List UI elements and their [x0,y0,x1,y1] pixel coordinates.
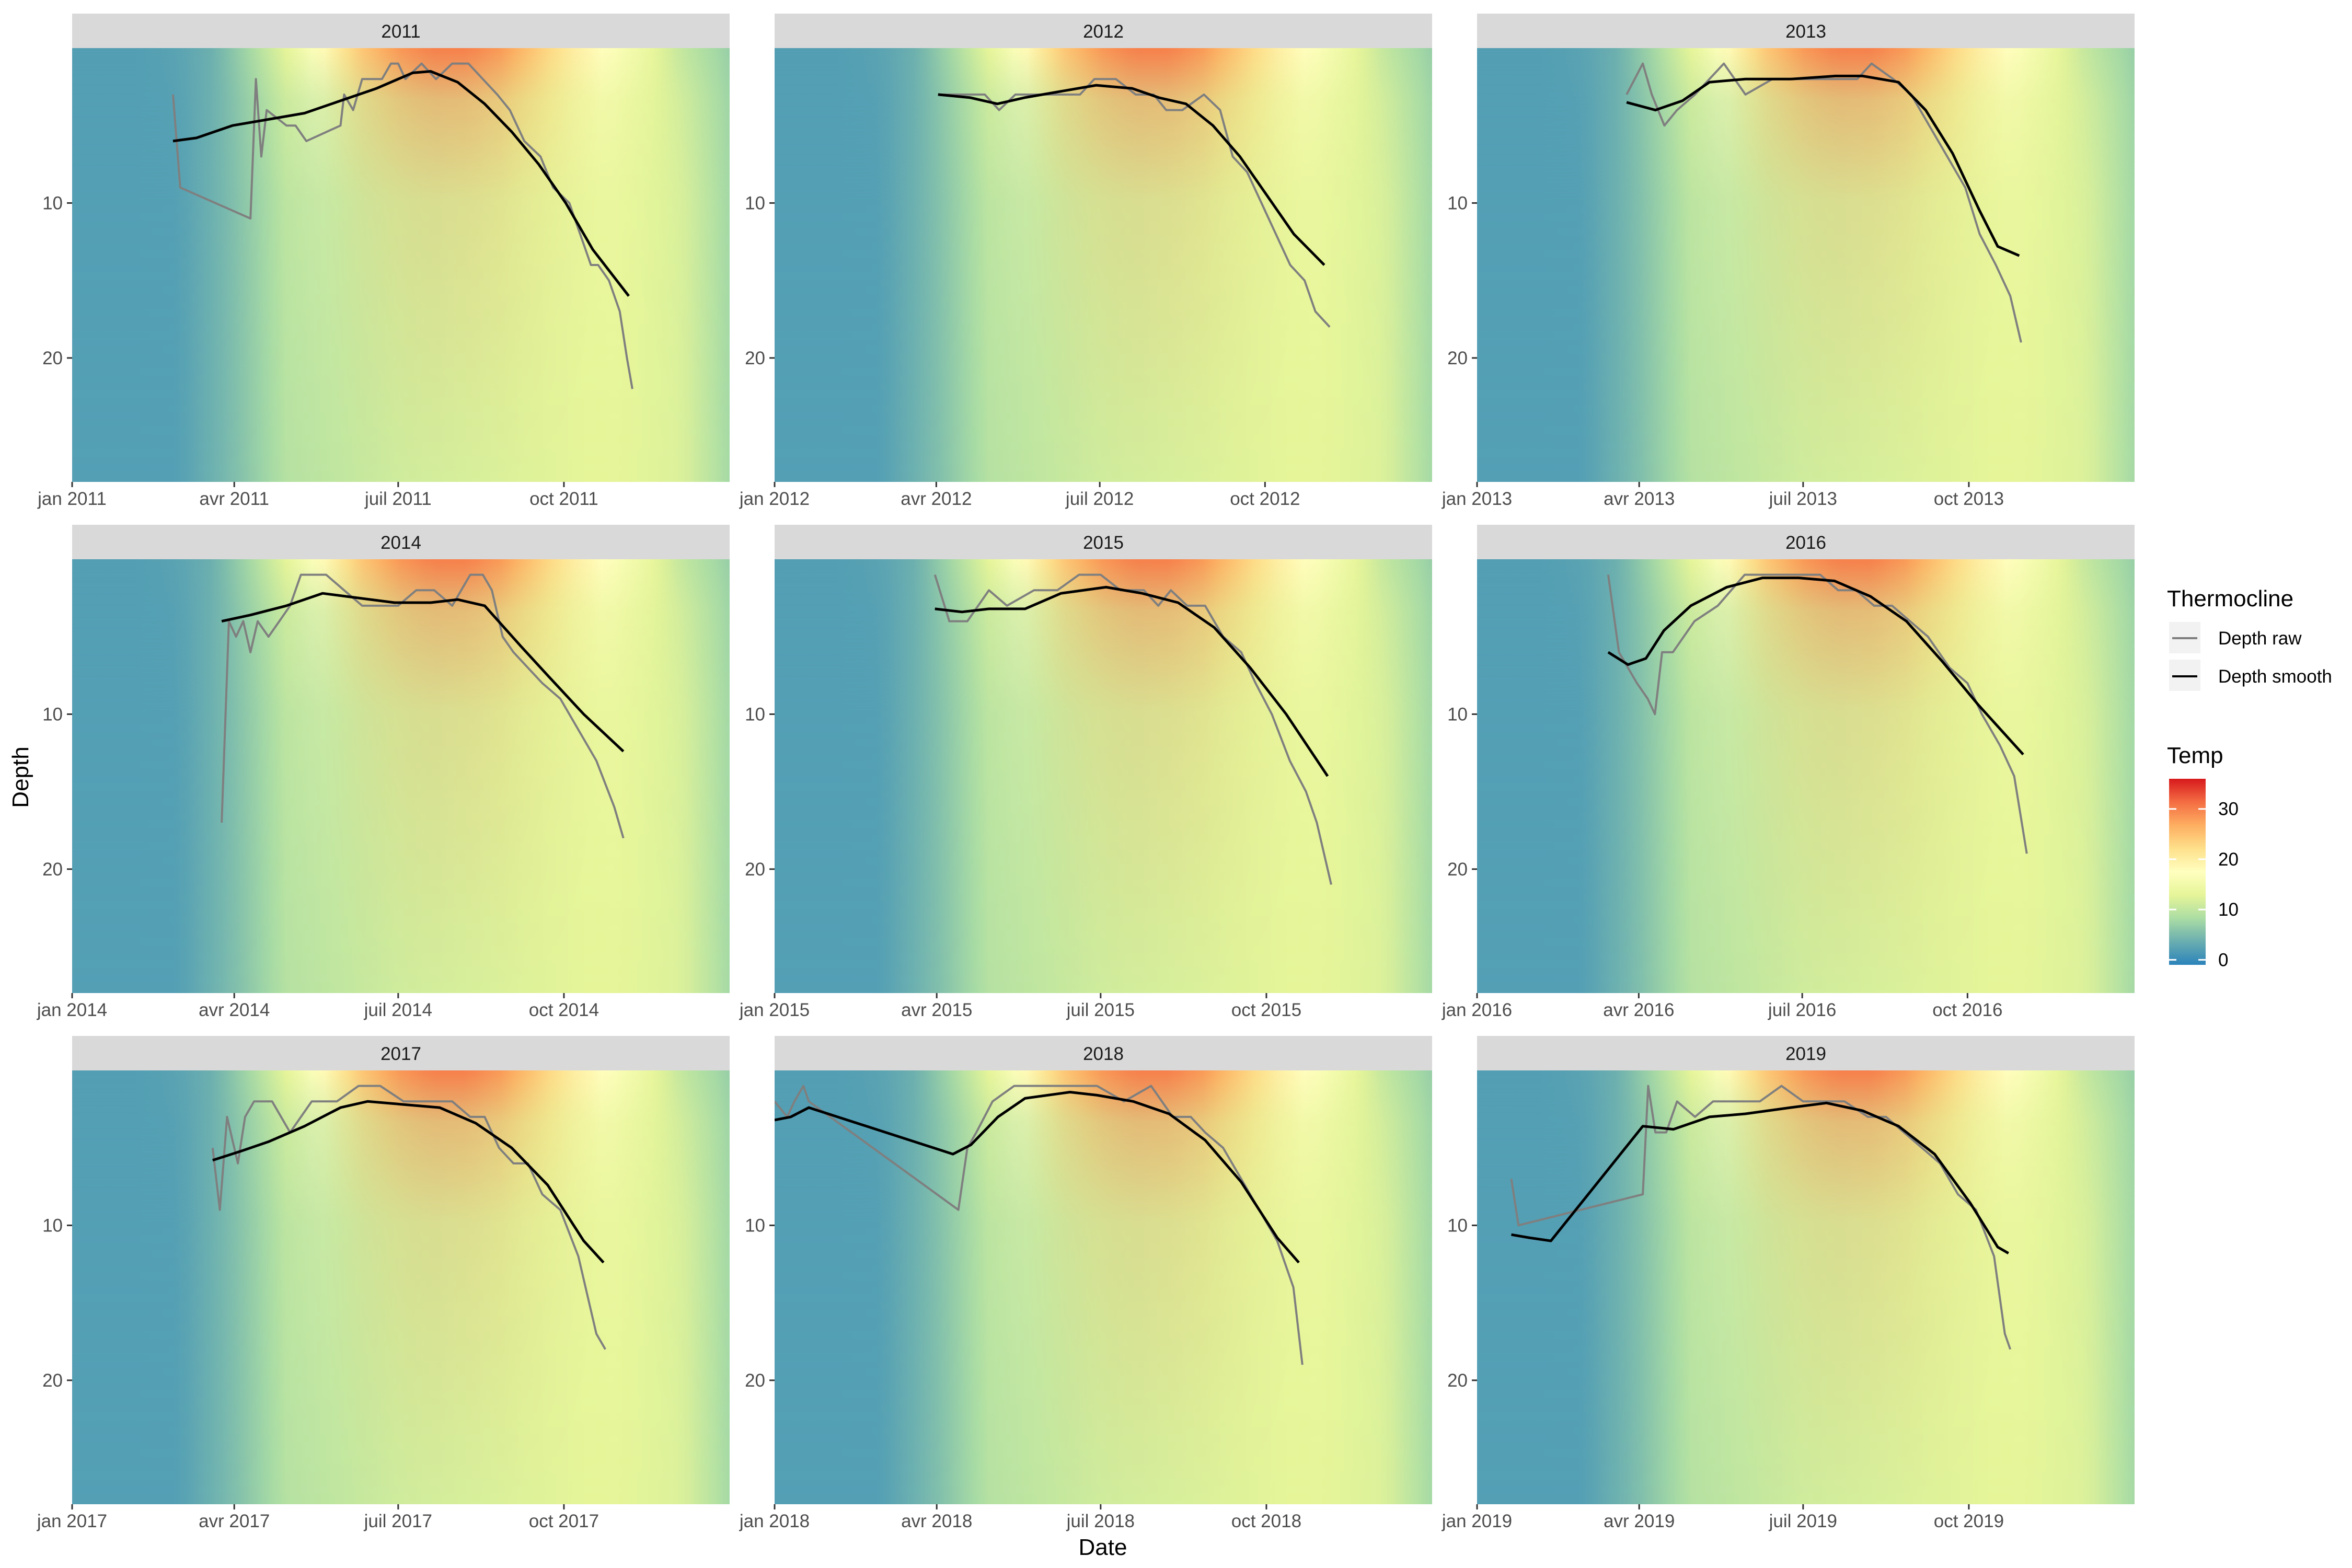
x-tick-label: jan 2017 [37,1511,107,1531]
facet-panel-2017: 2017 10 20 jan 2017 avr 2017 juil 2017 oct 201… [37,1036,730,1531]
temp-colorbar [2169,779,2206,965]
facet-panel-2014: 2014 10 20 jan 2014 avr 2014 juil 2014 oct 201… [37,525,730,1020]
y-tick-label: 10 [1447,704,1468,724]
legend-label-depth-smooth: Depth smooth [2218,666,2332,687]
facet-strip-label: 2013 [1785,21,1826,42]
temperature-heatmap-deep [1477,1070,2135,1504]
y-tick-label: 20 [1447,859,1468,880]
facet-panel-2015: 2015 10 20 jan 2015 avr 2015 juil 2015 oct 201… [739,525,1432,1020]
x-tick-label: juil 2017 [364,1511,432,1531]
x-tick-label: oct 2019 [1934,1511,2004,1531]
x-tick-label: juil 2016 [1768,1000,1836,1020]
y-tick-label: 10 [42,704,63,724]
x-tick-label: jan 2016 [1442,1000,1512,1020]
y-tick-label: 10 [745,193,765,213]
y-tick-label: 10 [745,704,765,724]
x-tick-label: avr 2016 [1603,1000,1674,1020]
x-tick-label: jan 2014 [37,1000,107,1020]
y-tick-label: 20 [42,1370,63,1391]
facet-strip-label: 2014 [381,533,421,553]
temperature-heatmap-deep [775,1070,1432,1504]
x-tick-label: avr 2015 [901,1000,972,1020]
legend-label-depth-raw: Depth raw [2218,628,2302,649]
y-tick-label: 10 [42,193,63,213]
temperature-heatmap-deep [72,1070,730,1504]
colorbar-tick-label: 0 [2218,950,2228,970]
x-tick-label: avr 2018 [901,1511,972,1531]
facet-strip-label: 2011 [381,21,420,42]
x-axis-title: Date [1079,1535,1127,1560]
x-tick-label: juil 2011 [364,489,432,509]
facet-strip-label: 2017 [381,1044,421,1064]
y-tick-label: 10 [1447,193,1468,213]
x-tick-label: juil 2015 [1066,1000,1135,1020]
facet-strip-label: 2019 [1785,1044,1826,1064]
x-tick-label: oct 2013 [1934,489,2004,509]
facet-panels: 2011 10 20 jan 2011 avr 2011 juil 2011 oct 201… [37,14,2135,1531]
facet-strip-label: 2018 [1083,1044,1124,1064]
x-tick-label: jan 2013 [1442,489,1512,509]
x-tick-label: juil 2019 [1769,1511,1837,1531]
x-tick-label: juil 2014 [364,1000,432,1020]
x-tick-label: avr 2012 [901,489,972,509]
temperature-heatmap-deep [72,559,730,993]
x-tick-label: oct 2014 [529,1000,599,1020]
y-tick-label: 20 [745,348,765,368]
y-tick-label: 10 [42,1215,63,1236]
x-tick-label: oct 2017 [529,1511,599,1531]
x-tick-label: oct 2018 [1231,1511,1301,1531]
y-tick-label: 20 [1447,1370,1468,1391]
facet-panel-2012: 2012 10 20 jan 2012 avr 2012 juil 2012 oct 201… [739,14,1432,509]
y-tick-label: 10 [1447,1215,1468,1236]
facet-panel-2013: 2013 10 20 jan 2013 avr 2013 juil 2013 oct 201… [1442,14,2135,509]
legend-temp-title: Temp [2167,743,2223,768]
x-tick-label: avr 2019 [1604,1511,1675,1531]
x-tick-label: juil 2012 [1065,489,1134,509]
y-tick-label: 20 [1447,348,1468,368]
y-tick-label: 20 [42,348,63,368]
legend-thermocline-title: Thermocline [2167,586,2293,612]
facet-strip-label: 2012 [1083,21,1124,42]
facet-panel-2018: 2018 10 20 jan 2018 avr 2018 juil 2018 oct 201… [739,1036,1432,1531]
facet-strip-label: 2015 [1083,533,1124,553]
x-tick-label: oct 2016 [1932,1000,2002,1020]
colorbar-tick-label: 10 [2218,900,2239,920]
x-tick-label: avr 2014 [199,1000,270,1020]
y-axis-title: Depth [8,746,33,808]
temperature-heatmap-deep [1477,48,2135,482]
x-tick-label: juil 2013 [1769,489,1837,509]
y-tick-label: 20 [745,1370,765,1391]
x-tick-label: oct 2011 [529,489,598,509]
facet-panel-2016: 2016 10 20 jan 2016 avr 2016 juil 2016 oct 201… [1442,525,2135,1020]
y-tick-label: 10 [745,1215,765,1236]
temperature-heatmap-deep [1477,559,2135,993]
x-tick-label: avr 2013 [1604,489,1675,509]
facet-panel-2019: 2019 10 20 jan 2019 avr 2019 juil 2019 oct 201… [1442,1036,2135,1531]
temperature-heatmap-deep [72,48,730,482]
temperature-heatmap-deep [775,48,1432,482]
y-tick-label: 20 [42,859,63,880]
facet-panel-2011: 2011 10 20 jan 2011 avr 2011 juil 2011 oct 201… [37,14,730,509]
x-tick-label: oct 2015 [1231,1000,1301,1020]
colorbar-tick-label: 30 [2218,799,2239,820]
temperature-heatmap-deep [775,559,1432,993]
x-tick-label: avr 2017 [199,1511,270,1531]
x-tick-label: jan 2019 [1442,1511,1512,1531]
x-tick-label: jan 2011 [37,489,107,509]
x-tick-label: avr 2011 [199,489,269,509]
y-tick-label: 20 [745,859,765,880]
x-tick-label: jan 2012 [739,489,810,509]
facet-strip-label: 2016 [1785,533,1826,553]
legend: Thermocline Depth raw Depth smooth Temp … [2167,586,2332,970]
x-tick-label: jan 2015 [739,1000,810,1020]
x-tick-label: oct 2012 [1230,489,1300,509]
x-tick-label: juil 2018 [1066,1511,1135,1531]
x-tick-label: jan 2018 [739,1511,810,1531]
colorbar-tick-label: 20 [2218,849,2239,870]
